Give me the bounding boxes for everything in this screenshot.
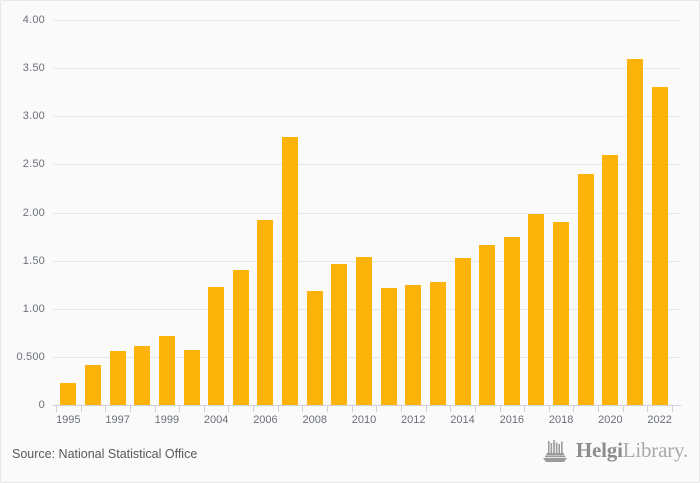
bar-series (53, 20, 681, 405)
x-axis-tick (524, 405, 525, 412)
bar[interactable] (380, 287, 397, 405)
x-axis-tick (130, 405, 131, 412)
x-axis-tick (623, 405, 624, 412)
x-axis-tick (155, 405, 156, 412)
y-axis-tick-label: 1.00 (22, 302, 45, 315)
bar[interactable] (208, 286, 225, 405)
x-axis-tick (302, 405, 303, 412)
bar[interactable] (158, 335, 175, 405)
bar[interactable] (454, 257, 471, 405)
bar[interactable] (651, 87, 668, 405)
x-axis-tick-label: 2020 (598, 414, 623, 426)
x-axis-tick (401, 405, 402, 412)
x-axis-tick (376, 405, 377, 412)
x-axis-tick (278, 405, 279, 412)
x-axis-tick-label: 2022 (647, 414, 672, 426)
x-axis-tick (598, 405, 599, 412)
x-axis-tick-label: 2012 (401, 414, 426, 426)
bar[interactable] (282, 137, 299, 405)
y-axis-tick-label: 0 (38, 399, 45, 411)
bar[interactable] (331, 264, 348, 405)
helgi-library-logo[interactable]: HelgiLibrary. (541, 439, 688, 463)
bar[interactable] (60, 382, 77, 405)
x-axis-tick (450, 405, 451, 412)
brand-name-primary: Helgi (575, 438, 623, 462)
x-axis-tick (56, 405, 57, 412)
x-axis-tick (549, 405, 550, 412)
bar[interactable] (109, 351, 126, 405)
y-axis-tick-label: 0.500 (16, 350, 45, 363)
x-axis-tick-label: 2018 (548, 414, 574, 426)
x-axis-tick (475, 405, 476, 412)
bar[interactable] (429, 281, 446, 405)
x-axis-tick (81, 405, 82, 412)
bar[interactable] (84, 364, 101, 405)
bar[interactable] (602, 154, 619, 405)
y-axis-tick-label: 4.00 (22, 14, 45, 26)
bar[interactable] (183, 350, 200, 405)
bar[interactable] (405, 284, 422, 405)
gridline (53, 116, 681, 118)
x-axis-tick (204, 405, 205, 412)
bar[interactable] (479, 245, 496, 405)
bar[interactable] (306, 291, 323, 405)
bar[interactable] (356, 256, 372, 405)
chart-footer: Source: National Statistical Office Helg… (1, 426, 699, 482)
x-axis-tick (327, 405, 328, 412)
y-axis-tick-label: 1.50 (22, 254, 45, 267)
x-axis-tick (500, 405, 501, 412)
x-axis-tick (647, 405, 648, 412)
x-axis-tick-label: 2010 (351, 414, 377, 426)
x-axis-tick-label: 2004 (203, 414, 229, 426)
plot-area (53, 20, 681, 406)
brand-wordmark: HelgiLibrary. (576, 439, 688, 463)
x-axis-tick-label: 1995 (56, 414, 81, 426)
y-axis-tick-label: 3.00 (22, 110, 45, 123)
x-axis-tick (426, 405, 427, 412)
gridline (53, 405, 681, 406)
x-axis-tick (352, 405, 353, 412)
bar[interactable] (627, 58, 644, 405)
x-axis-tick-label: 1997 (105, 414, 130, 426)
x-axis-tick (228, 405, 229, 412)
x-axis-tick (105, 405, 106, 412)
bar[interactable] (503, 236, 520, 405)
gridline (53, 20, 681, 21)
y-axis-tick-label: 2.00 (22, 206, 45, 219)
x-axis: 1995 1997 1999 2004 2006 2008 2010 2012 2014 2016… (53, 405, 681, 435)
gridline (53, 68, 681, 70)
bar[interactable] (232, 270, 249, 405)
bar[interactable] (257, 220, 274, 405)
x-axis-tick (179, 405, 180, 412)
x-axis-tick (672, 405, 673, 412)
bar[interactable] (528, 214, 545, 405)
bar[interactable] (134, 346, 151, 405)
gridline (53, 164, 681, 166)
y-axis: 0 0.500 1.00 1.50 2.00 2.50 3.00 3.50 4.00 (1, 15, 45, 411)
x-axis-tick-label: 2008 (302, 414, 327, 426)
gridline (53, 212, 681, 214)
y-axis-tick-label: 2.50 (22, 158, 45, 171)
brand-name-secondary: Library. (622, 438, 688, 462)
x-axis-tick (573, 405, 574, 412)
x-axis-tick-label: 2006 (253, 414, 278, 426)
bar[interactable] (577, 174, 594, 405)
x-axis-tick-label: 2014 (450, 414, 475, 426)
x-axis-tick-label: 2016 (499, 414, 525, 426)
library-building-icon (542, 440, 567, 462)
source-note: Source: National Statistical Office (12, 447, 198, 461)
y-axis-tick-label: 3.50 (22, 62, 45, 75)
x-axis-tick (253, 405, 254, 412)
x-axis-tick-label: 1999 (154, 414, 180, 426)
bar[interactable] (553, 222, 570, 405)
